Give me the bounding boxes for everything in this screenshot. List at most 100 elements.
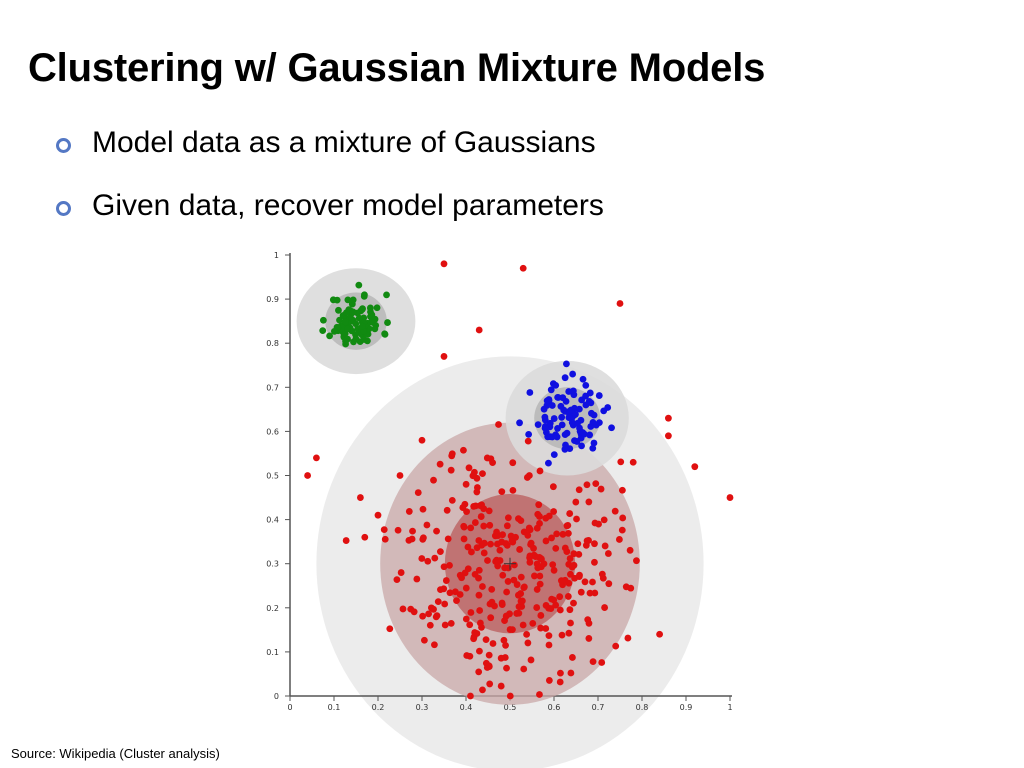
red-data-point bbox=[534, 510, 542, 518]
blue-data-point bbox=[554, 425, 561, 432]
slide-title: Clustering w/ Gaussian Mixture Models bbox=[28, 46, 766, 90]
red-data-point bbox=[432, 613, 440, 621]
red-data-point bbox=[448, 496, 456, 504]
red-data-point bbox=[495, 421, 502, 428]
red-data-point bbox=[436, 548, 444, 556]
red-data-point bbox=[517, 573, 525, 581]
blue-data-point bbox=[562, 397, 570, 405]
red-data-point bbox=[552, 545, 560, 552]
red-data-point bbox=[419, 505, 427, 513]
red-data-point bbox=[467, 609, 475, 616]
red-data-point bbox=[524, 531, 532, 539]
green-data-point bbox=[341, 318, 349, 326]
red-data-point bbox=[545, 677, 553, 684]
red-data-point bbox=[431, 641, 438, 649]
red-data-point bbox=[558, 631, 566, 639]
red-data-point bbox=[626, 546, 634, 554]
red-data-point bbox=[409, 527, 416, 535]
red-data-point bbox=[570, 599, 577, 607]
red-data-point bbox=[598, 659, 606, 666]
blue-data-point bbox=[569, 387, 577, 395]
red-data-point bbox=[479, 686, 486, 694]
red-data-point bbox=[506, 692, 514, 700]
red-data-point bbox=[460, 535, 468, 543]
blue-data-point bbox=[582, 401, 590, 409]
red-data-point bbox=[423, 521, 431, 529]
red-data-point bbox=[592, 480, 600, 487]
red-data-point bbox=[503, 522, 511, 530]
red-data-point bbox=[460, 446, 467, 454]
red-data-point bbox=[393, 576, 401, 584]
red-data-point bbox=[619, 514, 627, 522]
green-data-point bbox=[343, 309, 350, 317]
red-data-point bbox=[570, 550, 578, 558]
green-data-point bbox=[371, 315, 379, 323]
red-data-point bbox=[342, 537, 350, 544]
green-data-point bbox=[358, 322, 366, 330]
blue-data-point bbox=[542, 429, 550, 436]
red-data-point bbox=[595, 520, 602, 528]
blue-data-point bbox=[595, 392, 603, 399]
bullet-text: Model data as a mixture of Gaussians bbox=[92, 126, 596, 159]
red-data-point bbox=[549, 561, 557, 569]
red-data-point bbox=[556, 678, 564, 686]
y-tick-label: 0.8 bbox=[266, 339, 279, 348]
red-data-point bbox=[469, 472, 477, 480]
red-data-point bbox=[464, 565, 472, 573]
red-data-point bbox=[494, 540, 501, 548]
y-tick-label: 0.9 bbox=[266, 295, 279, 304]
blue-data-point bbox=[546, 419, 554, 427]
red-data-point bbox=[397, 569, 405, 576]
red-data-point bbox=[475, 668, 483, 676]
red-data-point bbox=[549, 483, 557, 491]
red-outlier-point bbox=[665, 414, 672, 422]
red-outlier-point bbox=[396, 472, 404, 479]
red-data-point bbox=[488, 598, 496, 606]
red-data-point bbox=[532, 553, 539, 560]
blue-data-point bbox=[552, 381, 560, 389]
green-data-point bbox=[352, 320, 360, 328]
red-outlier-point bbox=[475, 326, 483, 334]
red-data-point bbox=[527, 539, 535, 547]
red-data-point bbox=[473, 488, 481, 496]
red-data-point bbox=[553, 530, 561, 538]
red-data-point bbox=[480, 505, 488, 513]
y-tick-label: 1 bbox=[274, 251, 279, 260]
red-data-point bbox=[540, 560, 548, 568]
red-data-point bbox=[572, 498, 580, 506]
red-data-point bbox=[430, 605, 437, 613]
x-tick-label: 0.1 bbox=[328, 703, 341, 712]
blue-data-point bbox=[565, 414, 573, 422]
red-data-point bbox=[489, 640, 497, 647]
blue-data-point bbox=[586, 431, 594, 439]
red-data-point bbox=[527, 656, 535, 664]
green-data-point bbox=[383, 291, 390, 299]
red-data-point bbox=[601, 542, 609, 550]
red-outlier-point bbox=[418, 436, 426, 444]
red-data-point bbox=[443, 506, 451, 514]
red-data-point bbox=[486, 521, 494, 529]
red-data-point bbox=[447, 619, 455, 627]
red-data-point bbox=[399, 605, 407, 613]
red-data-point bbox=[479, 583, 486, 590]
red-data-point bbox=[566, 555, 574, 562]
green-data-point bbox=[344, 325, 351, 333]
red-data-point bbox=[536, 572, 544, 580]
red-data-point bbox=[566, 510, 574, 517]
red-data-point bbox=[523, 630, 531, 638]
red-data-point bbox=[480, 539, 488, 547]
red-data-point bbox=[601, 604, 609, 611]
green-data-point bbox=[349, 308, 357, 316]
blue-data-point bbox=[577, 416, 585, 424]
blue-data-point bbox=[579, 429, 587, 436]
red-outlier-point bbox=[691, 463, 699, 471]
red-data-point bbox=[462, 584, 470, 592]
red-data-point bbox=[440, 563, 448, 571]
red-data-point bbox=[559, 530, 567, 538]
blue-data-point bbox=[543, 397, 551, 405]
red-data-point bbox=[531, 572, 538, 580]
red-data-point bbox=[475, 566, 483, 574]
red-data-point bbox=[473, 544, 481, 552]
ring-bullet-icon bbox=[56, 201, 71, 216]
blue-data-point bbox=[578, 442, 585, 450]
